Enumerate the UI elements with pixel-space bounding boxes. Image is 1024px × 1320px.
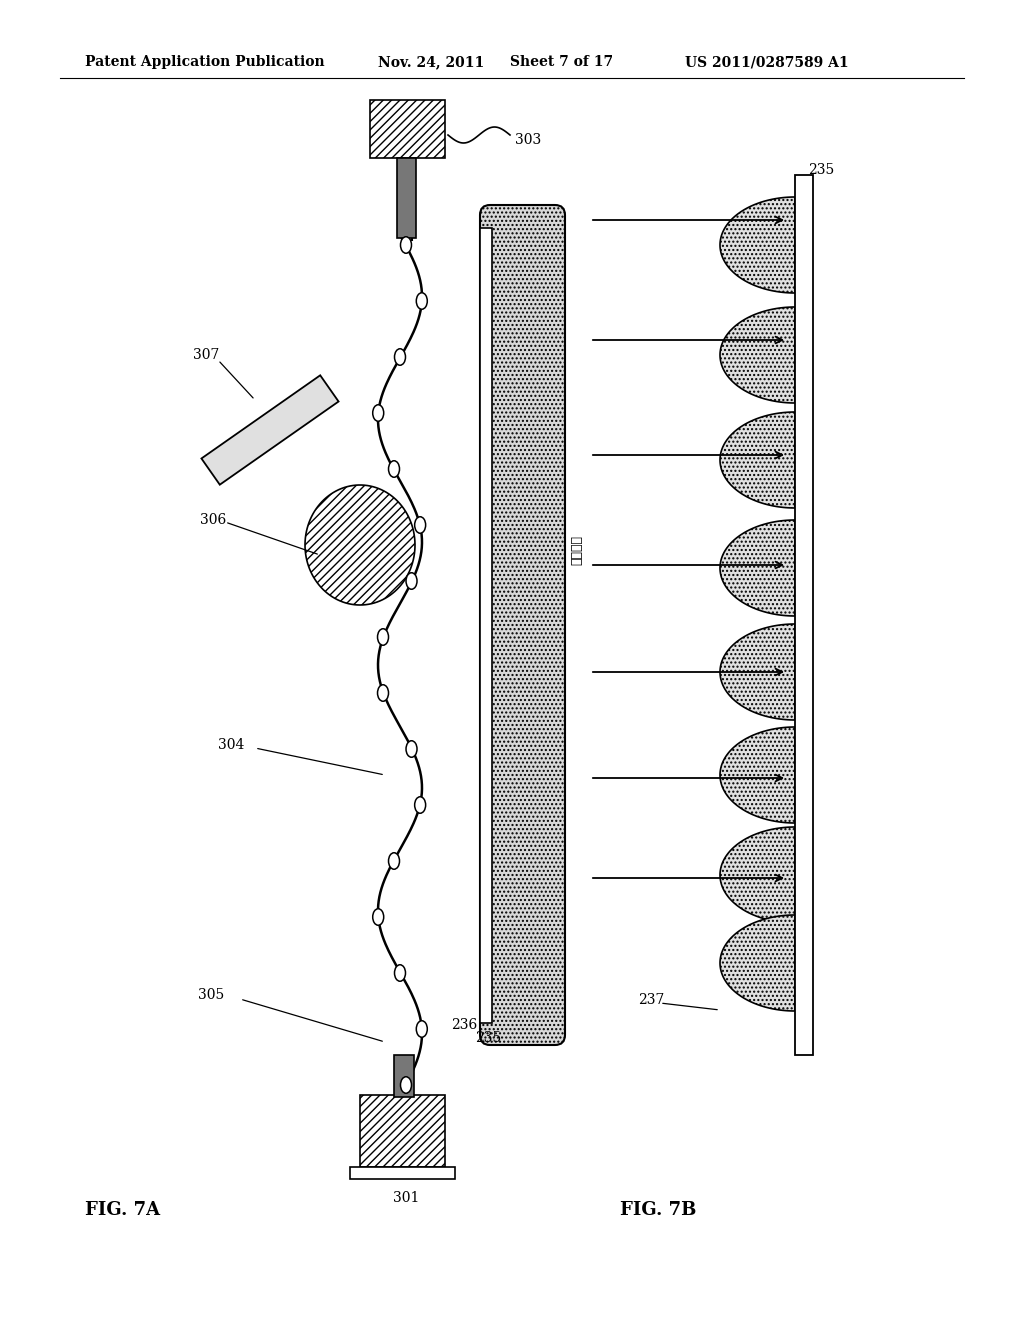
Ellipse shape	[378, 685, 388, 701]
Polygon shape	[720, 624, 795, 719]
Text: 303: 303	[515, 133, 542, 147]
Bar	[350, 1167, 455, 1179]
Polygon shape	[720, 828, 795, 923]
Bar	[370, 100, 445, 158]
Text: レーザー: レーザー	[570, 535, 583, 565]
Text: Patent Application Publication: Patent Application Publication	[85, 55, 325, 69]
FancyBboxPatch shape	[480, 205, 565, 1045]
Text: 235: 235	[808, 162, 835, 177]
Text: US 2011/0287589 A1: US 2011/0287589 A1	[685, 55, 849, 69]
Ellipse shape	[400, 1077, 412, 1093]
Polygon shape	[720, 915, 795, 1011]
Polygon shape	[720, 308, 795, 403]
Ellipse shape	[394, 348, 406, 366]
Ellipse shape	[415, 797, 426, 813]
Ellipse shape	[400, 236, 412, 253]
Text: 306: 306	[200, 513, 226, 527]
Ellipse shape	[373, 908, 384, 925]
Text: 235: 235	[475, 1031, 502, 1045]
Ellipse shape	[407, 741, 417, 758]
Polygon shape	[720, 412, 795, 508]
Ellipse shape	[417, 293, 427, 309]
Text: 236: 236	[451, 1018, 477, 1032]
Text: Sheet 7 of 17: Sheet 7 of 17	[510, 55, 613, 69]
Text: 307: 307	[193, 348, 219, 362]
Bar	[795, 176, 813, 1055]
Polygon shape	[720, 520, 795, 616]
Bar	[480, 228, 492, 1023]
Bar	[394, 1055, 414, 1097]
Polygon shape	[202, 375, 339, 484]
Bar	[360, 1096, 445, 1167]
Text: 301: 301	[393, 1191, 420, 1205]
Polygon shape	[720, 727, 795, 822]
Text: 304: 304	[218, 738, 245, 752]
Ellipse shape	[394, 965, 406, 981]
Polygon shape	[720, 197, 795, 293]
Ellipse shape	[388, 853, 399, 870]
Bar	[397, 158, 416, 238]
Text: 305: 305	[198, 987, 224, 1002]
Ellipse shape	[373, 405, 384, 421]
Ellipse shape	[388, 461, 399, 478]
Polygon shape	[305, 484, 415, 605]
Ellipse shape	[417, 1020, 427, 1038]
Ellipse shape	[407, 573, 417, 589]
Text: FIG. 7B: FIG. 7B	[620, 1201, 696, 1218]
Ellipse shape	[378, 628, 388, 645]
Text: 237: 237	[638, 993, 665, 1007]
Text: Nov. 24, 2011: Nov. 24, 2011	[378, 55, 484, 69]
Ellipse shape	[415, 516, 426, 533]
Text: FIG. 7A: FIG. 7A	[85, 1201, 160, 1218]
